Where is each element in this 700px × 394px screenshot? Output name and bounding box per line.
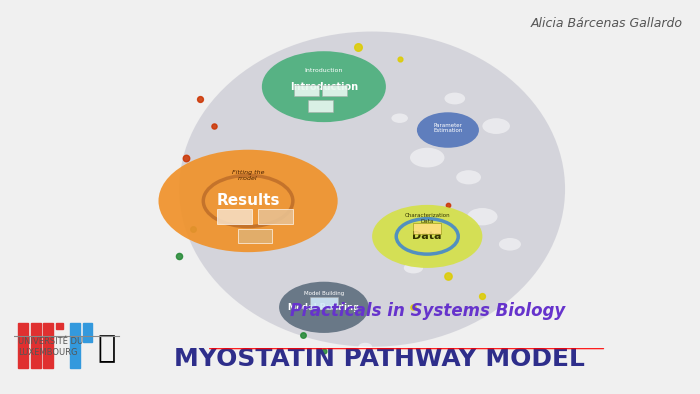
Point xyxy=(174,253,185,259)
Text: LUXEMBOURG: LUXEMBOURG xyxy=(18,348,78,357)
Text: Model Building: Model Building xyxy=(288,303,359,312)
Circle shape xyxy=(391,113,408,123)
Text: Introduction: Introduction xyxy=(304,69,343,73)
Circle shape xyxy=(158,150,337,252)
Bar xyxy=(322,85,346,96)
Circle shape xyxy=(262,51,386,122)
Bar xyxy=(294,85,319,96)
Text: Results: Results xyxy=(216,193,280,208)
Text: 🔬: 🔬 xyxy=(98,334,116,363)
Point xyxy=(394,56,405,62)
Bar xyxy=(31,323,41,368)
Circle shape xyxy=(404,262,423,273)
Circle shape xyxy=(456,170,481,184)
Circle shape xyxy=(358,343,372,351)
Bar xyxy=(43,323,53,368)
Bar xyxy=(310,297,337,309)
Point xyxy=(181,154,192,161)
Text: Parameter
Estimation: Parameter Estimation xyxy=(433,123,463,134)
Circle shape xyxy=(444,93,465,104)
Text: UNIVERSITÉ DU: UNIVERSITÉ DU xyxy=(18,336,83,346)
Circle shape xyxy=(279,282,369,333)
Bar xyxy=(308,100,332,112)
Point xyxy=(208,123,219,129)
Circle shape xyxy=(410,148,444,167)
Text: Data: Data xyxy=(412,231,442,242)
Bar xyxy=(70,323,80,368)
Bar xyxy=(18,323,28,368)
Bar xyxy=(414,223,441,234)
Bar xyxy=(238,229,272,243)
Point xyxy=(477,292,488,299)
Text: Fitting the
model: Fitting the model xyxy=(232,170,265,181)
Text: Introduction: Introduction xyxy=(290,82,358,92)
Circle shape xyxy=(482,118,510,134)
Text: Alicia Bárcenas Gallardo: Alicia Bárcenas Gallardo xyxy=(531,17,682,30)
Circle shape xyxy=(467,208,498,225)
Text: MYOSTATIN PATHWAY MODEL: MYOSTATIN PATHWAY MODEL xyxy=(174,347,584,370)
Bar xyxy=(56,323,63,329)
Bar xyxy=(83,323,92,342)
Text: Practicals in Systems Biology: Practicals in Systems Biology xyxy=(290,302,565,320)
Text: Characterization
Data: Characterization Data xyxy=(405,213,450,224)
Circle shape xyxy=(417,112,479,148)
Ellipse shape xyxy=(179,32,565,347)
Circle shape xyxy=(499,238,521,251)
Point xyxy=(194,95,205,102)
Text: Model Building: Model Building xyxy=(304,291,344,296)
Point xyxy=(408,304,419,310)
Bar xyxy=(217,209,251,224)
Circle shape xyxy=(279,349,300,361)
Point xyxy=(298,332,309,338)
Point xyxy=(353,44,364,50)
Point xyxy=(188,225,199,232)
Circle shape xyxy=(372,205,482,268)
Bar xyxy=(258,209,293,224)
Point xyxy=(442,202,454,208)
Point xyxy=(318,348,330,354)
Point xyxy=(442,273,454,279)
